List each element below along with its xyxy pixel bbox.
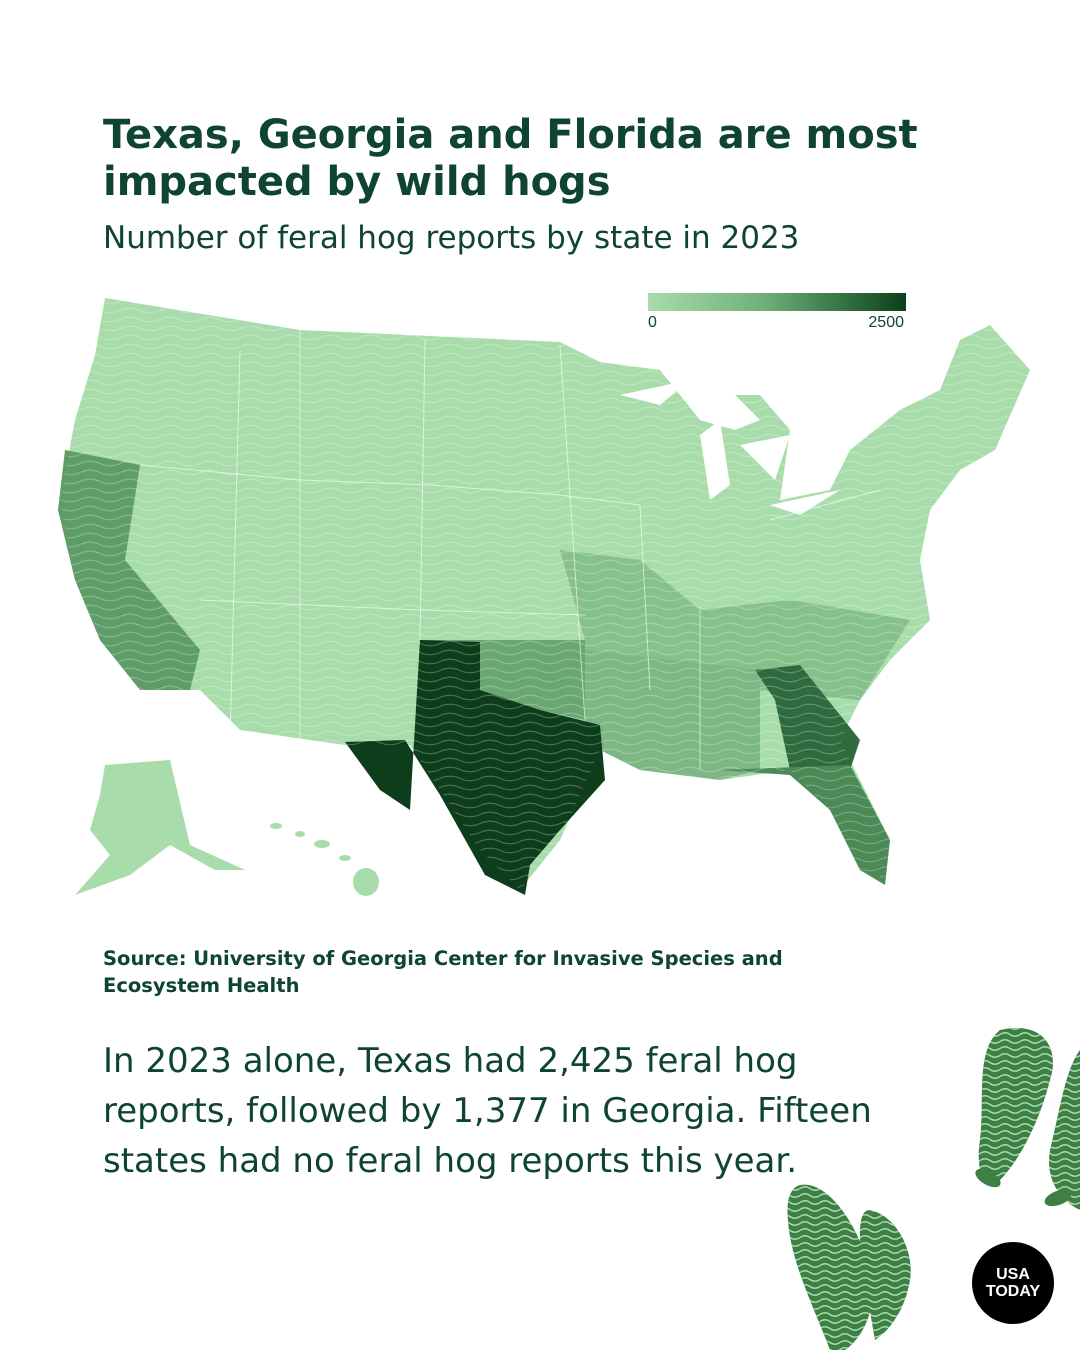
state-borders <box>139 330 881 770</box>
legend-min-label: 0 <box>648 314 657 331</box>
page-subtitle: Number of feral hog reports by state in … <box>103 220 800 256</box>
legend-gradient-bar <box>648 293 906 311</box>
state-hawaii <box>270 823 379 896</box>
page-title: Texas, Georgia and Florida are most impa… <box>103 112 918 205</box>
legend-max-label: 2500 <box>868 314 904 331</box>
usa-today-logo: USA TODAY <box>972 1242 1054 1324</box>
logo-line-1: USA <box>996 1266 1030 1283</box>
us-choropleth-map <box>58 298 1030 896</box>
hog-track-decoration <box>787 1028 1080 1350</box>
logo-line-2: TODAY <box>985 1283 1041 1300</box>
state-alaska <box>75 760 245 895</box>
source-credit: Source: University of Georgia Center for… <box>103 947 783 997</box>
summary-text: In 2023 alone, Texas had 2,425 feral hog… <box>103 1041 872 1181</box>
hoof-print-upper <box>975 1028 1080 1210</box>
hoof-print-lower <box>787 1184 911 1350</box>
texture-overlay <box>60 298 1030 890</box>
color-legend: 0 2500 <box>648 293 906 337</box>
